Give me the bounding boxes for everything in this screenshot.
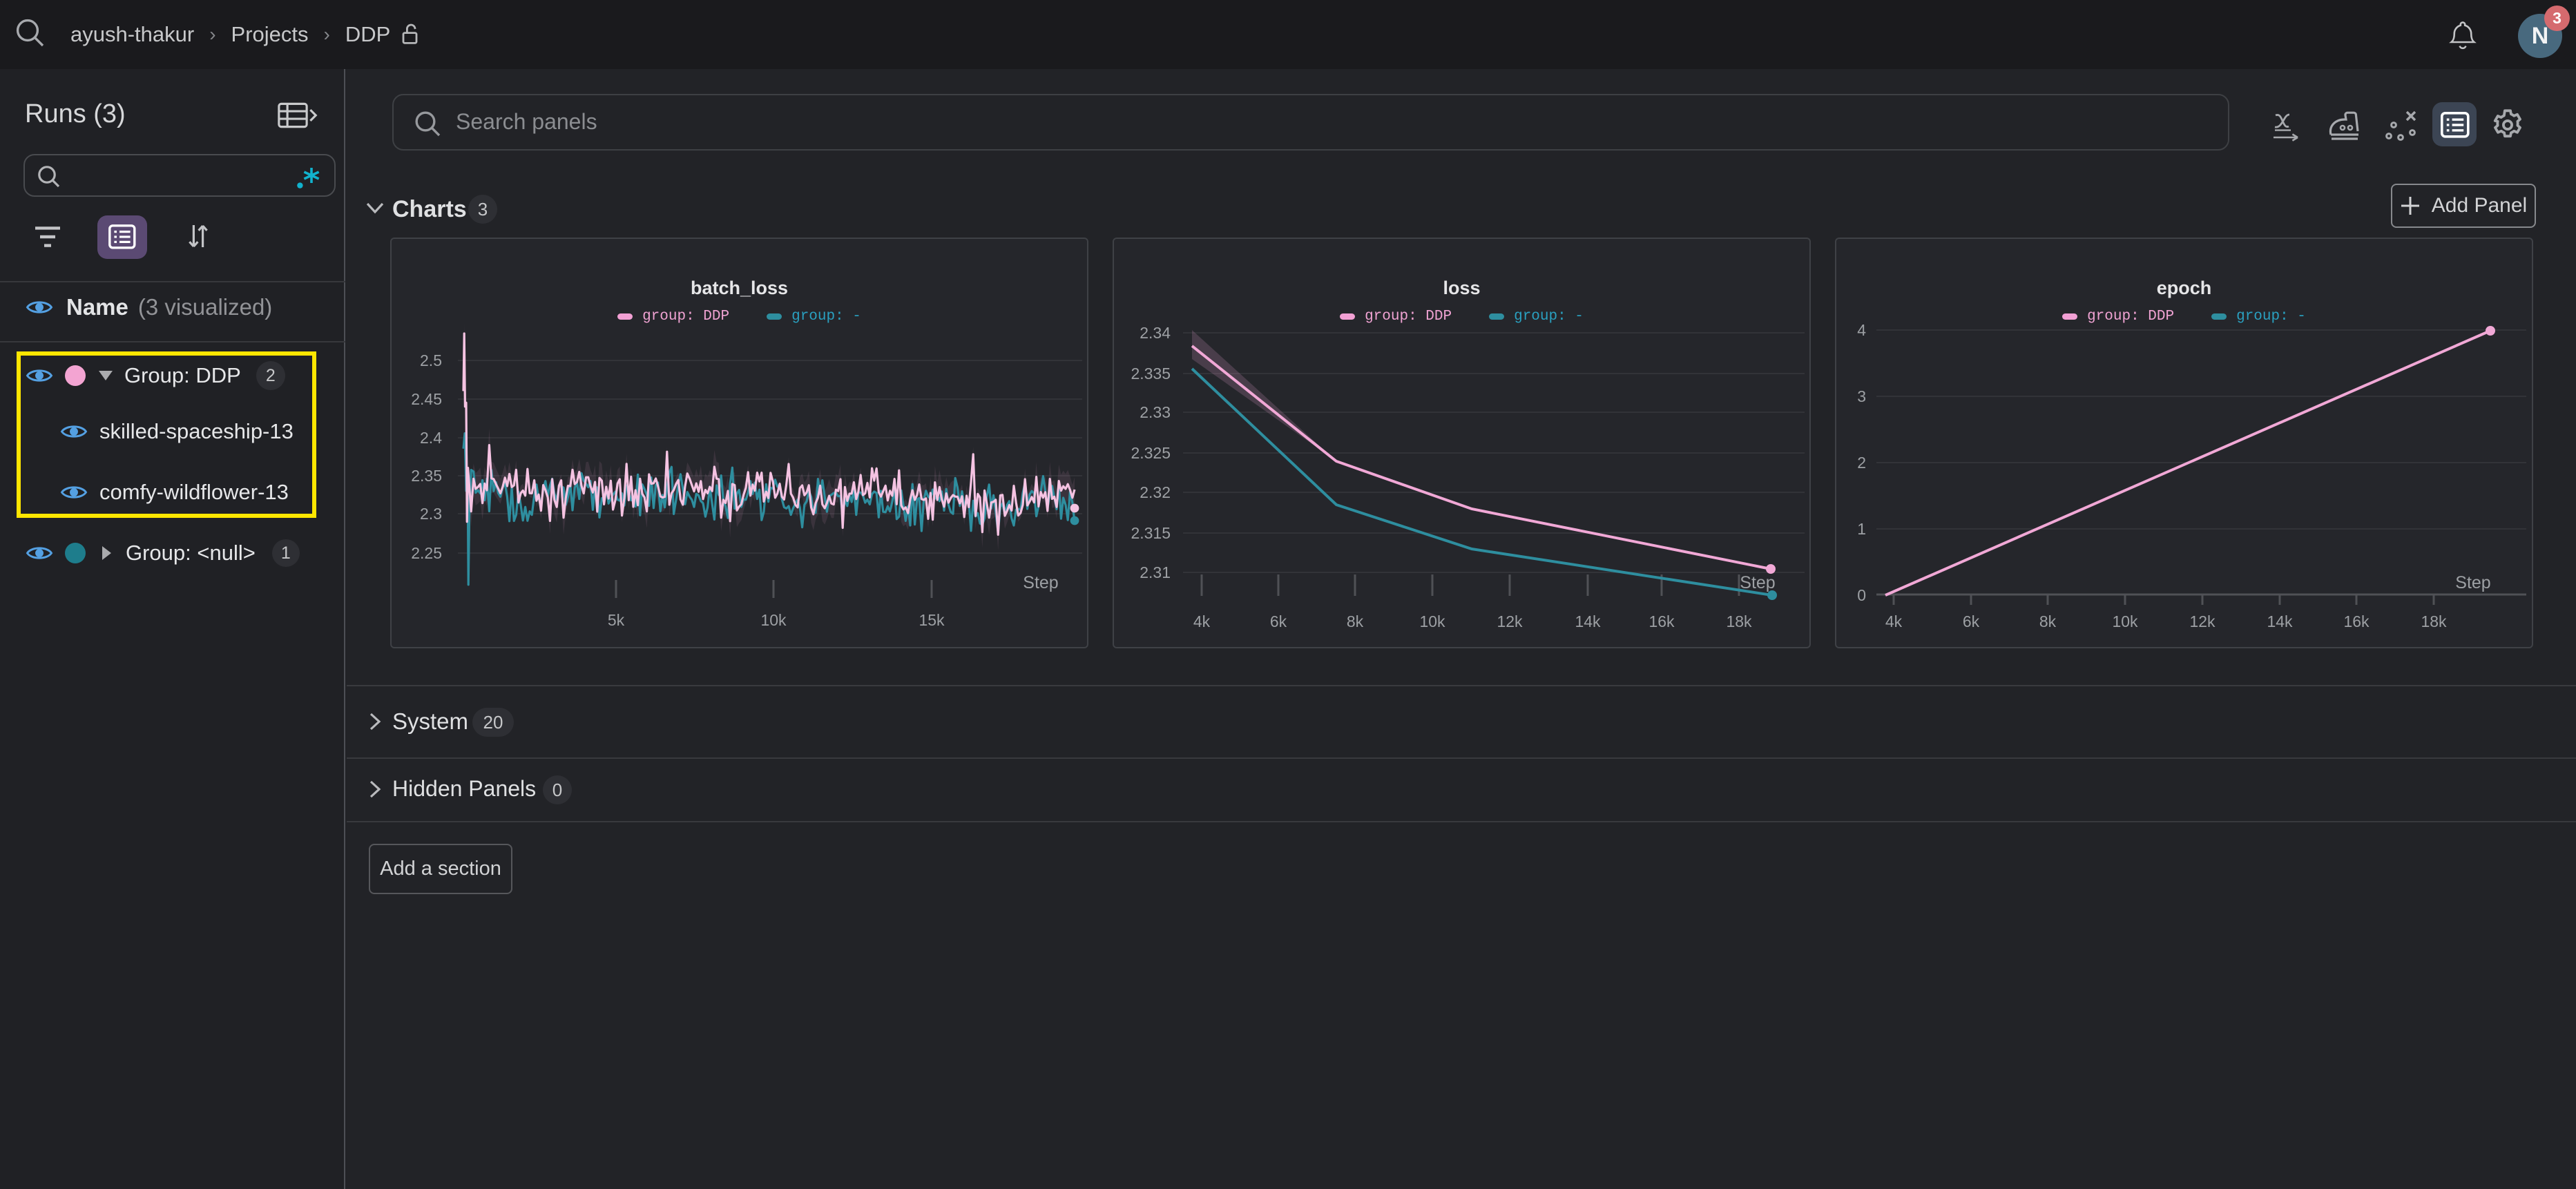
svg-text:2: 2 bbox=[1857, 454, 1866, 472]
svg-text:2.31: 2.31 bbox=[1140, 563, 1171, 581]
svg-text:16k: 16k bbox=[2343, 612, 2370, 630]
svg-text:2.32: 2.32 bbox=[1140, 483, 1171, 501]
svg-text:10k: 10k bbox=[1419, 612, 1445, 630]
svg-text:8k: 8k bbox=[1347, 612, 1364, 630]
svg-text:Step: Step bbox=[2455, 573, 2490, 592]
svg-text:2.335: 2.335 bbox=[1131, 365, 1171, 383]
svg-text:15k: 15k bbox=[919, 611, 945, 629]
svg-text:6k: 6k bbox=[1270, 612, 1287, 630]
svg-text:14k: 14k bbox=[1575, 612, 1601, 630]
svg-text:10k: 10k bbox=[2112, 612, 2138, 630]
svg-text:Step: Step bbox=[1740, 573, 1775, 592]
svg-text:18k: 18k bbox=[1726, 612, 1752, 630]
svg-text:2.45: 2.45 bbox=[411, 390, 442, 408]
svg-text:4: 4 bbox=[1857, 321, 1866, 339]
svg-text:3: 3 bbox=[1857, 387, 1866, 405]
svg-text:2.315: 2.315 bbox=[1131, 524, 1171, 542]
svg-text:1: 1 bbox=[1857, 520, 1866, 538]
svg-text:2.35: 2.35 bbox=[411, 467, 442, 485]
svg-text:2.4: 2.4 bbox=[420, 429, 442, 447]
svg-text:14k: 14k bbox=[2267, 612, 2293, 630]
svg-text:0: 0 bbox=[1857, 586, 1866, 604]
svg-text:Step: Step bbox=[1023, 573, 1058, 592]
svg-text:12k: 12k bbox=[2189, 612, 2215, 630]
svg-text:10k: 10k bbox=[760, 611, 787, 629]
svg-text:16k: 16k bbox=[1649, 612, 1675, 630]
svg-text:12k: 12k bbox=[1497, 612, 1523, 630]
svg-text:4k: 4k bbox=[1193, 612, 1211, 630]
svg-text:4k: 4k bbox=[1885, 612, 1903, 630]
svg-text:2.25: 2.25 bbox=[411, 544, 442, 562]
svg-text:8k: 8k bbox=[2039, 612, 2057, 630]
svg-text:18k: 18k bbox=[2421, 612, 2447, 630]
svg-text:2.325: 2.325 bbox=[1131, 444, 1171, 462]
svg-text:5k: 5k bbox=[608, 611, 625, 629]
svg-text:2.5: 2.5 bbox=[420, 351, 442, 369]
svg-text:2.34: 2.34 bbox=[1140, 324, 1171, 342]
svg-text:6k: 6k bbox=[1963, 612, 1980, 630]
svg-text:2.33: 2.33 bbox=[1140, 403, 1171, 421]
svg-text:2.3: 2.3 bbox=[420, 505, 442, 523]
